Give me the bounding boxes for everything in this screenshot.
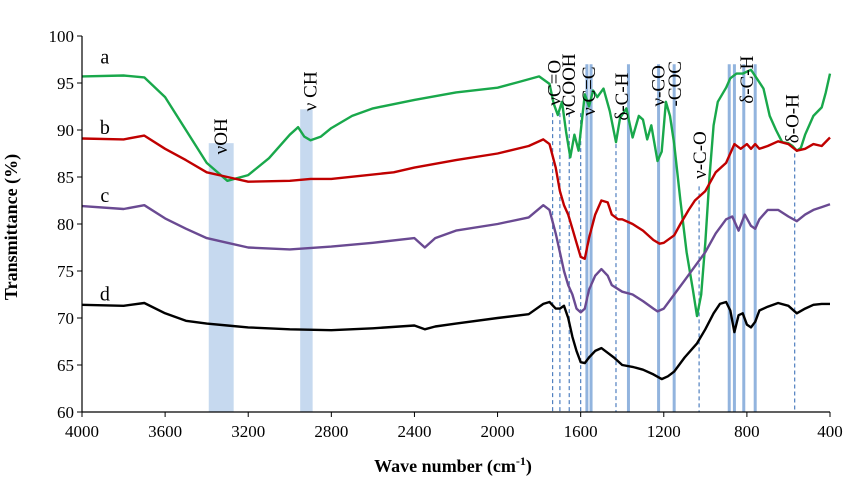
y-tick-label-65: 65 [57,356,74,375]
y-tick-label-70: 70 [57,309,74,328]
series-b-line [81,134,831,260]
y-tick-label-85: 85 [57,168,74,187]
x-tick-label-800: 800 [734,422,760,441]
annotation-6: ν-CO [649,65,670,106]
series-a-label: a [100,47,109,69]
x-axis-title-sup: -1 [516,454,526,468]
annotation-4: ν C=C [579,66,600,115]
x-tick-label-3200: 3200 [231,422,265,441]
curve-labels: a b c d [100,47,110,306]
annotation-3: νCOOH [559,53,580,116]
peak-marker-bars [585,64,757,412]
x-axis-title-close: ) [526,456,532,477]
x-tick-label-2800: 2800 [314,422,348,441]
band-voh [208,143,234,412]
x-tick-label-400: 400 [817,422,843,441]
axes [77,35,831,417]
band-vch [300,109,313,412]
x-tick-label-1600: 1600 [564,422,598,441]
annotation-0: νOH [211,118,232,154]
y-tick-label-60: 60 [57,403,74,422]
annotation-5: δ-C-H [612,72,633,120]
y-tick-label-95: 95 [57,74,74,93]
annotation-1: ν CH [301,71,322,111]
annotation-2: νC=O [545,60,566,106]
y-tick-label-90: 90 [57,121,74,140]
highlight-bands [208,109,313,412]
tick-labels: 60 65 70 75 80 85 90 95 100 4000 3600 3200 2800 2400 2… [49,27,843,441]
spectra-series [81,68,832,381]
x-tick-label-2400: 2400 [397,422,431,441]
y-tick-label-80: 80 [57,215,74,234]
y-tick-label-75: 75 [57,262,74,281]
x-axis-title: Wave number (cm-1) [374,454,532,477]
x-tick-label-1200: 1200 [647,422,681,441]
series-c-line [81,203,831,314]
annotation-9: δ-C-H [737,55,758,103]
x-axis-title-text: Wave number (cm [374,456,516,477]
series-d-line [81,300,830,381]
x-tick-label-3600: 3600 [148,422,182,441]
series-b-label: b [100,117,110,139]
annotation-10: δ-O-H [783,94,804,143]
y-tick-label-100: 100 [49,27,75,46]
y-axis-title: Transmittance (%) [1,154,22,300]
x-tick-label-4000: 4000 [65,422,99,441]
annotation-7: -COC [665,61,686,106]
x-tick-label-2000: 2000 [481,422,515,441]
series-d-label: d [100,284,110,306]
annotation-8: ν-C-O [690,131,711,179]
series-c-label: c [100,185,109,207]
series-a-line [81,68,832,318]
